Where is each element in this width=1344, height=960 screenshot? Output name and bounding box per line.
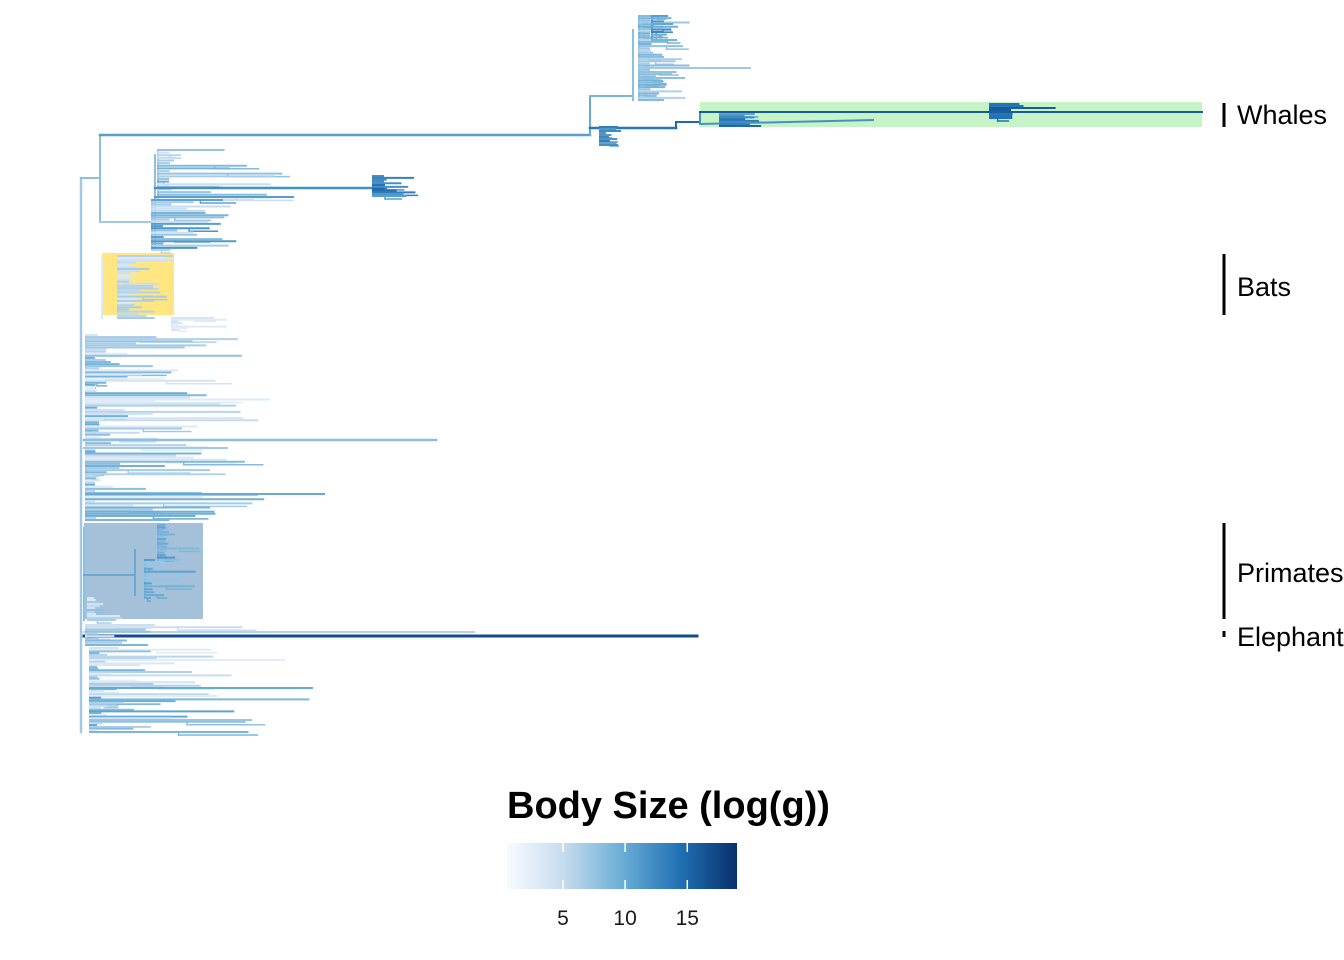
clade-labels: Whales Bats Primates Elephants: [1237, 100, 1344, 652]
legend-ticks: 5 10 15: [557, 843, 699, 930]
clade-label-bats: Bats: [1237, 272, 1291, 302]
clade-label-primates: Primates: [1237, 558, 1344, 588]
legend-tick-label: 10: [613, 907, 636, 930]
color-legend: Body Size (log(g)) 5 10 15: [507, 785, 830, 930]
legend-tick-label: 5: [557, 907, 569, 930]
phylogenetic-tree: [79, 15, 1203, 736]
legend-title: Body Size (log(g)): [507, 785, 830, 827]
legend-tick-label: 15: [676, 907, 699, 930]
clade-highlights: [84, 102, 1202, 619]
legend-colorbar: [507, 843, 737, 889]
clade-label-elephants: Elephants: [1237, 622, 1344, 652]
clade-label-whales: Whales: [1237, 100, 1327, 130]
